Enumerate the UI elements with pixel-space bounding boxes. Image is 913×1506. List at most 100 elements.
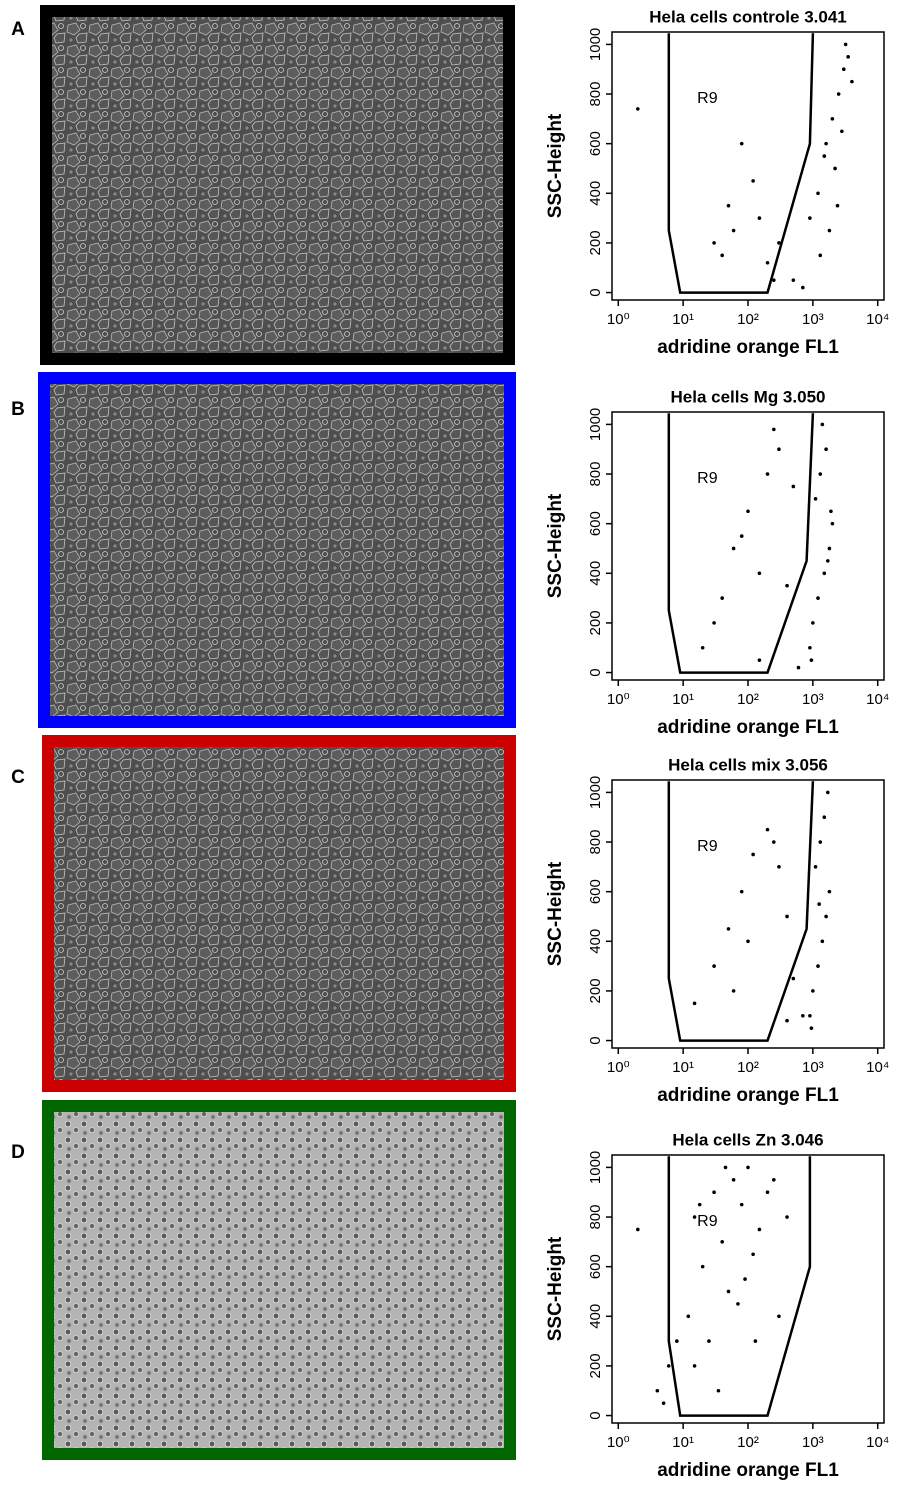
y-tick-label: 400 (587, 1304, 604, 1329)
event-point (720, 596, 724, 600)
event-point (818, 840, 823, 844)
event-point (836, 92, 841, 96)
gate-label: R9 (697, 90, 718, 107)
panel-label: A (11, 19, 25, 40)
event-point (813, 497, 818, 501)
event-point (827, 546, 832, 551)
event-point (716, 1388, 721, 1393)
event-point (801, 1013, 805, 1018)
event-point (731, 989, 736, 993)
x-tick-label: 10⁴ (866, 691, 889, 708)
y-tick-label: 600 (587, 131, 604, 156)
event-point (661, 1401, 666, 1405)
panel-label: C (11, 767, 25, 788)
plot-frame (611, 1154, 885, 1424)
y-tick-label: 200 (587, 230, 604, 255)
event-point (808, 216, 812, 220)
y-tick-label: 200 (587, 610, 604, 635)
gate-label: R9 (697, 1213, 718, 1230)
event-point (697, 1202, 702, 1207)
event-point (816, 964, 820, 968)
event-point (822, 815, 827, 820)
x-tick-label: 10² (737, 1059, 759, 1076)
micrograph (42, 735, 516, 1092)
x-tick-label: 10¹ (672, 1434, 694, 1451)
x-tick-label: 10³ (802, 1059, 824, 1076)
event-point (830, 117, 835, 121)
event-point (739, 534, 744, 538)
gate-label: R9 (697, 470, 718, 487)
event-point (765, 260, 770, 265)
event-point (726, 203, 731, 208)
event-point (655, 1388, 660, 1393)
x-tick-label: 10¹ (672, 311, 694, 328)
x-tick-label: 10⁴ (866, 1059, 889, 1076)
x-tick-label: 10² (737, 1434, 759, 1451)
plot-title: Hela cells controle 3.041 (649, 7, 847, 26)
event-point (712, 621, 716, 625)
event-point (791, 278, 796, 282)
micrograph (38, 372, 516, 728)
event-point (751, 179, 755, 183)
event-point (811, 621, 815, 625)
y-tick-label: 1000 (587, 408, 604, 441)
event-point (791, 976, 796, 981)
x-axis-label: adridine orange FL1 (657, 717, 839, 738)
event-point (813, 865, 818, 869)
x-axis-label: adridine orange FL1 (657, 1085, 839, 1106)
event-point (843, 42, 848, 47)
plot-frame (611, 31, 885, 301)
event-point (842, 67, 846, 72)
x-tick-label: 10⁰ (607, 1434, 630, 1451)
event-point (731, 1178, 736, 1182)
x-tick-label: 10¹ (672, 691, 694, 708)
event-point (822, 154, 827, 158)
y-tick-label: 0 (587, 288, 604, 296)
event-point (707, 1339, 711, 1343)
y-tick-label: 400 (587, 929, 604, 954)
x-tick-label: 10⁴ (866, 1434, 889, 1451)
event-point (827, 889, 832, 894)
event-point (746, 1165, 750, 1170)
event-point (720, 253, 724, 258)
event-point (757, 216, 762, 220)
event-point (772, 840, 776, 844)
event-point (824, 447, 828, 452)
event-point (777, 447, 781, 452)
event-point (811, 989, 815, 993)
gate (667, 33, 815, 294)
event-point (692, 1215, 697, 1219)
event-point (826, 559, 830, 563)
y-axis-label: SSC-Height (545, 1236, 566, 1341)
y-tick-label: 600 (587, 879, 604, 904)
event-point (785, 1215, 789, 1219)
plot-title: Hela cells Mg 3.050 (671, 387, 826, 406)
event-point (816, 191, 820, 196)
event-point (846, 55, 850, 59)
event-point (777, 865, 781, 869)
event-point (700, 645, 705, 650)
event-point (726, 927, 731, 931)
x-tick-label: 10³ (802, 1434, 824, 1451)
event-point (723, 1165, 728, 1170)
event-point (739, 1202, 744, 1207)
y-tick-label: 1000 (587, 776, 604, 809)
x-tick-label: 10¹ (672, 1059, 694, 1076)
event-point (833, 166, 837, 171)
gate (667, 1156, 812, 1417)
event-point (666, 1364, 671, 1368)
gate (667, 413, 815, 674)
micrograph (42, 1100, 516, 1460)
event-point (818, 472, 823, 476)
panel-label: B (11, 399, 25, 420)
event-point (692, 1364, 697, 1368)
event-point (720, 1240, 724, 1244)
y-axis-label: SSC-Height (545, 493, 566, 598)
event-point (801, 285, 805, 290)
plot-frame (611, 779, 885, 1049)
y-tick-label: 400 (587, 561, 604, 586)
x-tick-label: 10³ (802, 691, 824, 708)
event-point (820, 422, 825, 427)
y-tick-label: 800 (587, 830, 604, 855)
event-point (712, 964, 716, 968)
